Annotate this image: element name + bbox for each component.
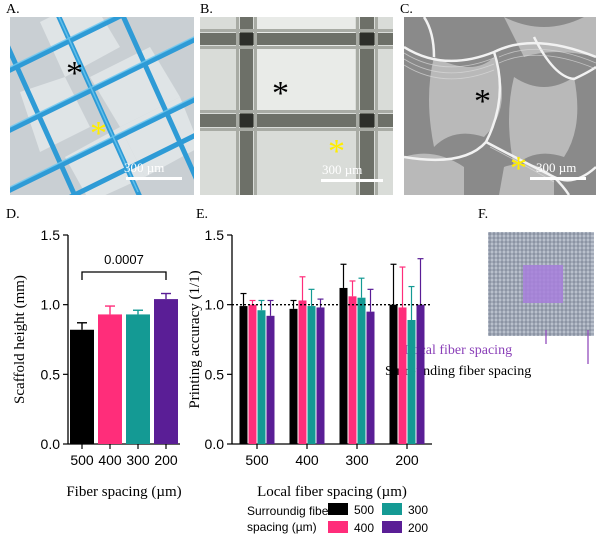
panel-b-label: B. [200, 2, 213, 17]
panel-a-label: A. [6, 2, 20, 17]
asterisk-yellow-icon: * [510, 150, 527, 187]
chart-e-bar [307, 306, 316, 444]
photo-a: 300 µm * * [10, 17, 194, 195]
chart-d-bar [154, 299, 178, 444]
scale-bar-b-label: 300 µm [322, 162, 363, 177]
chart-d-x-tick-label: 300 [126, 452, 150, 468]
chart-e-legend-label: 200 [408, 521, 428, 535]
asterisk-black-icon: * [272, 75, 289, 112]
chart-d-p-value: 0.0007 [104, 252, 144, 267]
chart-d-x-tick-label: 400 [98, 452, 122, 468]
panel-e-label: E. [196, 207, 209, 222]
asterisk-yellow-icon: * [328, 133, 345, 170]
local-spacing-region [523, 265, 563, 303]
chart-e-legend-swatch [382, 521, 402, 533]
chart-d-x-tick-label: 200 [154, 452, 178, 468]
spacing-schematic [488, 232, 594, 336]
chart-e-y-label: Printing accuracy (1/1) [187, 270, 203, 408]
asterisk-black-icon: * [66, 55, 83, 92]
scale-bar-c-label: 300 µm [536, 160, 577, 175]
asterisk-yellow-icon: * [90, 115, 107, 152]
chart-d-bar [126, 314, 150, 444]
chart-e-bar [389, 304, 398, 444]
chart-e-bar [348, 296, 357, 444]
chart-e-bar [298, 300, 307, 444]
chart-d-x-label: Fiber spacing (µm) [66, 484, 181, 500]
chart-e-bar [266, 315, 275, 444]
chart-e-bar [239, 306, 248, 444]
chart-e-bar [416, 304, 425, 444]
chart-d-y-tick-label: 1.5 [41, 227, 61, 243]
asterisk-black-icon: * [474, 83, 491, 120]
chart-e-bar [316, 307, 325, 444]
chart-e-legend-title: Surroundig fiber [247, 504, 332, 518]
chart-e-legend-label: 300 [408, 503, 428, 517]
chart-e-bar [289, 308, 298, 444]
chart-e-bar [357, 297, 366, 444]
chart-d-y-tick-label: 0.5 [41, 366, 61, 382]
chart-e-legend-swatch [328, 503, 348, 515]
chart-e-x-tick-label: 400 [295, 452, 319, 468]
chart-e-y-tick-label: 0.0 [205, 436, 225, 452]
panel-f-label: F. [478, 207, 489, 222]
scale-bar-a-label: 300 µm [124, 160, 165, 175]
schematic-leaders [545, 330, 589, 364]
chart-d-y-tick-label: 1.0 [41, 297, 61, 313]
chart-e-bar [339, 287, 348, 444]
chart-d-significance-bracket [81, 271, 167, 280]
chart-e-x-label: Local fiber spacing (µm) [257, 484, 407, 500]
chart-e-y-tick-label: 1.5 [205, 227, 225, 243]
chart-d-bar [70, 329, 94, 444]
chart-e-y-tick-label: 0.5 [205, 366, 225, 382]
chart-e-bar [398, 307, 407, 444]
chart-d-y-label: Scaffold height (mm) [12, 275, 28, 404]
photo-c: 300 µm * * [404, 17, 596, 195]
chart-d-x-tick-label: 500 [70, 452, 94, 468]
chart-e-legend-swatch [328, 521, 348, 533]
chart-e-y-tick-label: 1.0 [205, 297, 225, 313]
chart-e-bar [257, 310, 266, 444]
chart-e-legend-label: 400 [354, 521, 374, 535]
chart-e-bar [366, 311, 375, 444]
chart-e-legend-label: 500 [354, 503, 374, 517]
chart-e-legend-title: spacing (µm) [247, 520, 317, 534]
chart-e-legend-swatch [382, 503, 402, 515]
chart-e-bar [407, 319, 416, 444]
local-fiber-spacing-label: Local fiber spacing [404, 343, 513, 358]
chart-e-x-tick-label: 500 [245, 452, 269, 468]
photo-b: 300 µm * * [200, 17, 393, 195]
chart-e-bar [248, 304, 257, 444]
panel-d-label: D. [6, 207, 20, 222]
chart-d-y-tick-label: 0.0 [41, 436, 61, 452]
chart-e-x-tick-label: 300 [345, 452, 369, 468]
chart-d-bar [98, 314, 122, 444]
panel-c-label: C. [400, 2, 413, 17]
chart-e-x-tick-label: 200 [395, 452, 419, 468]
